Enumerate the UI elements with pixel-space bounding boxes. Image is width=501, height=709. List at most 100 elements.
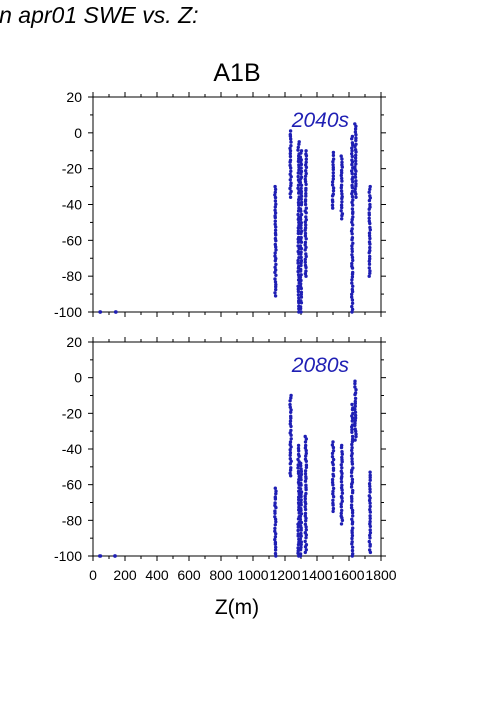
data-point <box>298 275 303 280</box>
data-point <box>367 274 371 278</box>
data-point <box>339 522 344 526</box>
data-point <box>273 190 277 194</box>
data-point <box>339 511 343 515</box>
y-tick-label: -100 <box>54 304 82 320</box>
data-point <box>303 469 308 473</box>
x-axis-label: Z(m) <box>215 596 259 619</box>
data-point <box>299 246 304 251</box>
data-point <box>296 145 300 149</box>
data-point <box>350 158 354 162</box>
data-point <box>299 540 303 544</box>
data-point <box>273 277 277 281</box>
data-point <box>368 257 372 261</box>
data-point <box>274 248 278 252</box>
data-point <box>304 519 308 523</box>
data-point <box>353 404 357 408</box>
data-point <box>350 247 354 251</box>
data-point <box>331 174 335 178</box>
data-point <box>273 211 278 215</box>
data-point <box>288 399 292 403</box>
data-point <box>274 225 278 229</box>
data-point <box>304 149 308 153</box>
data-point <box>299 295 304 299</box>
data-point <box>298 207 303 211</box>
data-point <box>349 503 354 507</box>
data-point <box>340 217 344 221</box>
data-point <box>350 536 354 541</box>
data-point <box>367 266 371 270</box>
x-tick-label: 1400 <box>301 567 332 583</box>
data-point <box>339 502 343 506</box>
data-point <box>299 310 303 314</box>
data-point <box>339 203 344 207</box>
data-point <box>304 548 308 552</box>
data-point <box>299 226 303 230</box>
data-point <box>274 262 278 267</box>
data-point <box>340 474 344 479</box>
data-point <box>303 272 308 276</box>
data-point <box>349 494 354 499</box>
data-point <box>298 284 303 289</box>
data-point <box>331 206 335 210</box>
data-point <box>331 171 335 175</box>
data-point <box>297 296 301 300</box>
data-point <box>296 183 301 187</box>
data-point <box>303 479 308 483</box>
data-point <box>353 127 358 131</box>
data-point <box>353 421 357 425</box>
y-tick-label: -40 <box>62 441 82 457</box>
data-point <box>350 533 355 538</box>
data-point <box>299 512 304 516</box>
data-point <box>299 481 303 486</box>
data-points <box>98 122 372 314</box>
data-point <box>288 405 292 409</box>
data-point <box>354 159 358 163</box>
data-point <box>350 264 354 268</box>
data-point <box>340 483 344 487</box>
data-point <box>304 194 308 198</box>
data-point <box>340 163 344 167</box>
data-point <box>304 171 308 176</box>
data-point <box>339 480 344 484</box>
data-point <box>98 310 102 314</box>
data-point <box>367 190 371 194</box>
data-point <box>353 427 357 431</box>
data-point <box>367 211 371 215</box>
data-point <box>339 469 343 473</box>
data-point <box>340 200 344 204</box>
data-point <box>340 452 344 456</box>
data-point <box>368 248 372 253</box>
data-point <box>367 219 371 223</box>
data-point <box>289 428 293 433</box>
data-point <box>274 282 278 287</box>
data-point <box>304 525 308 529</box>
data-point <box>331 150 336 155</box>
data-point <box>354 133 358 137</box>
data-point <box>353 381 357 386</box>
data-point <box>349 506 354 510</box>
data-point <box>273 214 277 218</box>
data-point <box>297 540 301 544</box>
x-tick-label: 1600 <box>333 567 364 583</box>
data-point <box>350 183 354 188</box>
data-point <box>303 231 308 236</box>
data-point <box>367 198 372 203</box>
data-point <box>330 183 335 187</box>
data-point <box>350 540 354 544</box>
data-point <box>274 268 278 272</box>
data-point <box>350 298 355 302</box>
data-point <box>368 504 372 509</box>
data-point <box>299 166 303 170</box>
data-point <box>289 408 293 412</box>
data-point <box>304 163 308 167</box>
data-point <box>113 554 117 558</box>
data-point <box>368 184 372 189</box>
data-point <box>299 149 304 153</box>
y-tick-label: -80 <box>62 512 82 528</box>
data-point <box>289 137 293 141</box>
data-point <box>303 434 307 439</box>
data-point <box>339 173 343 178</box>
data-point <box>296 546 300 550</box>
data-point <box>340 179 344 183</box>
